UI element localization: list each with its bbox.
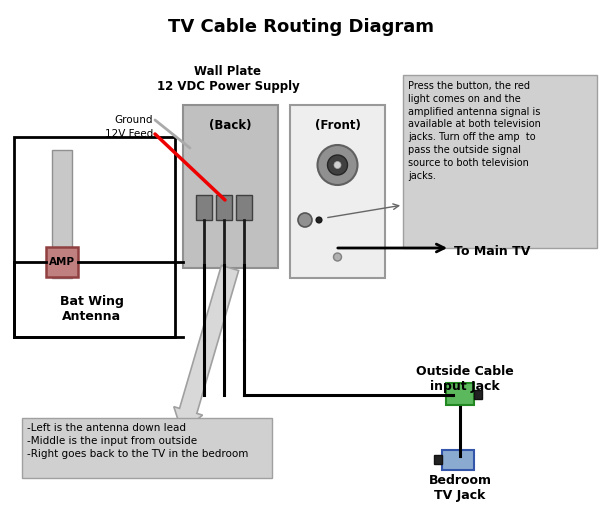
Text: Wall Plate
12 VDC Power Supply: Wall Plate 12 VDC Power Supply [157, 65, 299, 93]
Bar [14, 137, 175, 337]
FancyArrow shape [174, 266, 239, 432]
Circle shape [333, 253, 341, 261]
Circle shape [318, 145, 358, 185]
Text: To Main TV: To Main TV [454, 245, 531, 258]
Bar [290, 105, 385, 278]
Text: (Front): (Front) [315, 119, 361, 132]
Text: Ground: Ground [115, 115, 153, 125]
Circle shape [298, 213, 312, 227]
Bar [442, 450, 474, 470]
Circle shape [316, 217, 322, 223]
Bar [46, 247, 78, 277]
Bar [474, 390, 482, 399]
Bar [183, 105, 278, 268]
Text: Outside Cable
input Jack: Outside Cable input Jack [416, 365, 514, 393]
Bar [196, 195, 212, 220]
Bar [52, 150, 72, 278]
Circle shape [334, 161, 341, 169]
Text: Bat Wing
Antenna: Bat Wing Antenna [60, 295, 124, 323]
Bar [434, 455, 442, 464]
Text: 12V Feed: 12V Feed [105, 129, 153, 139]
Text: -Left is the antenna down lead
-Middle is the input from outside
-Right goes bac: -Left is the antenna down lead -Middle i… [27, 423, 248, 459]
Text: TV Cable Routing Diagram: TV Cable Routing Diagram [168, 18, 434, 36]
Bar [216, 195, 232, 220]
Circle shape [327, 155, 347, 175]
Bar [236, 195, 252, 220]
Text: (Back): (Back) [209, 119, 251, 132]
Bar [403, 75, 597, 248]
Text: Press the button, the red
light comes on and the
amplified antenna signal is
ava: Press the button, the red light comes on… [408, 81, 541, 181]
Bar [22, 418, 272, 478]
Text: AMP: AMP [49, 257, 75, 267]
Bar [446, 383, 474, 405]
Text: Bedroom
TV Jack: Bedroom TV Jack [429, 474, 491, 502]
